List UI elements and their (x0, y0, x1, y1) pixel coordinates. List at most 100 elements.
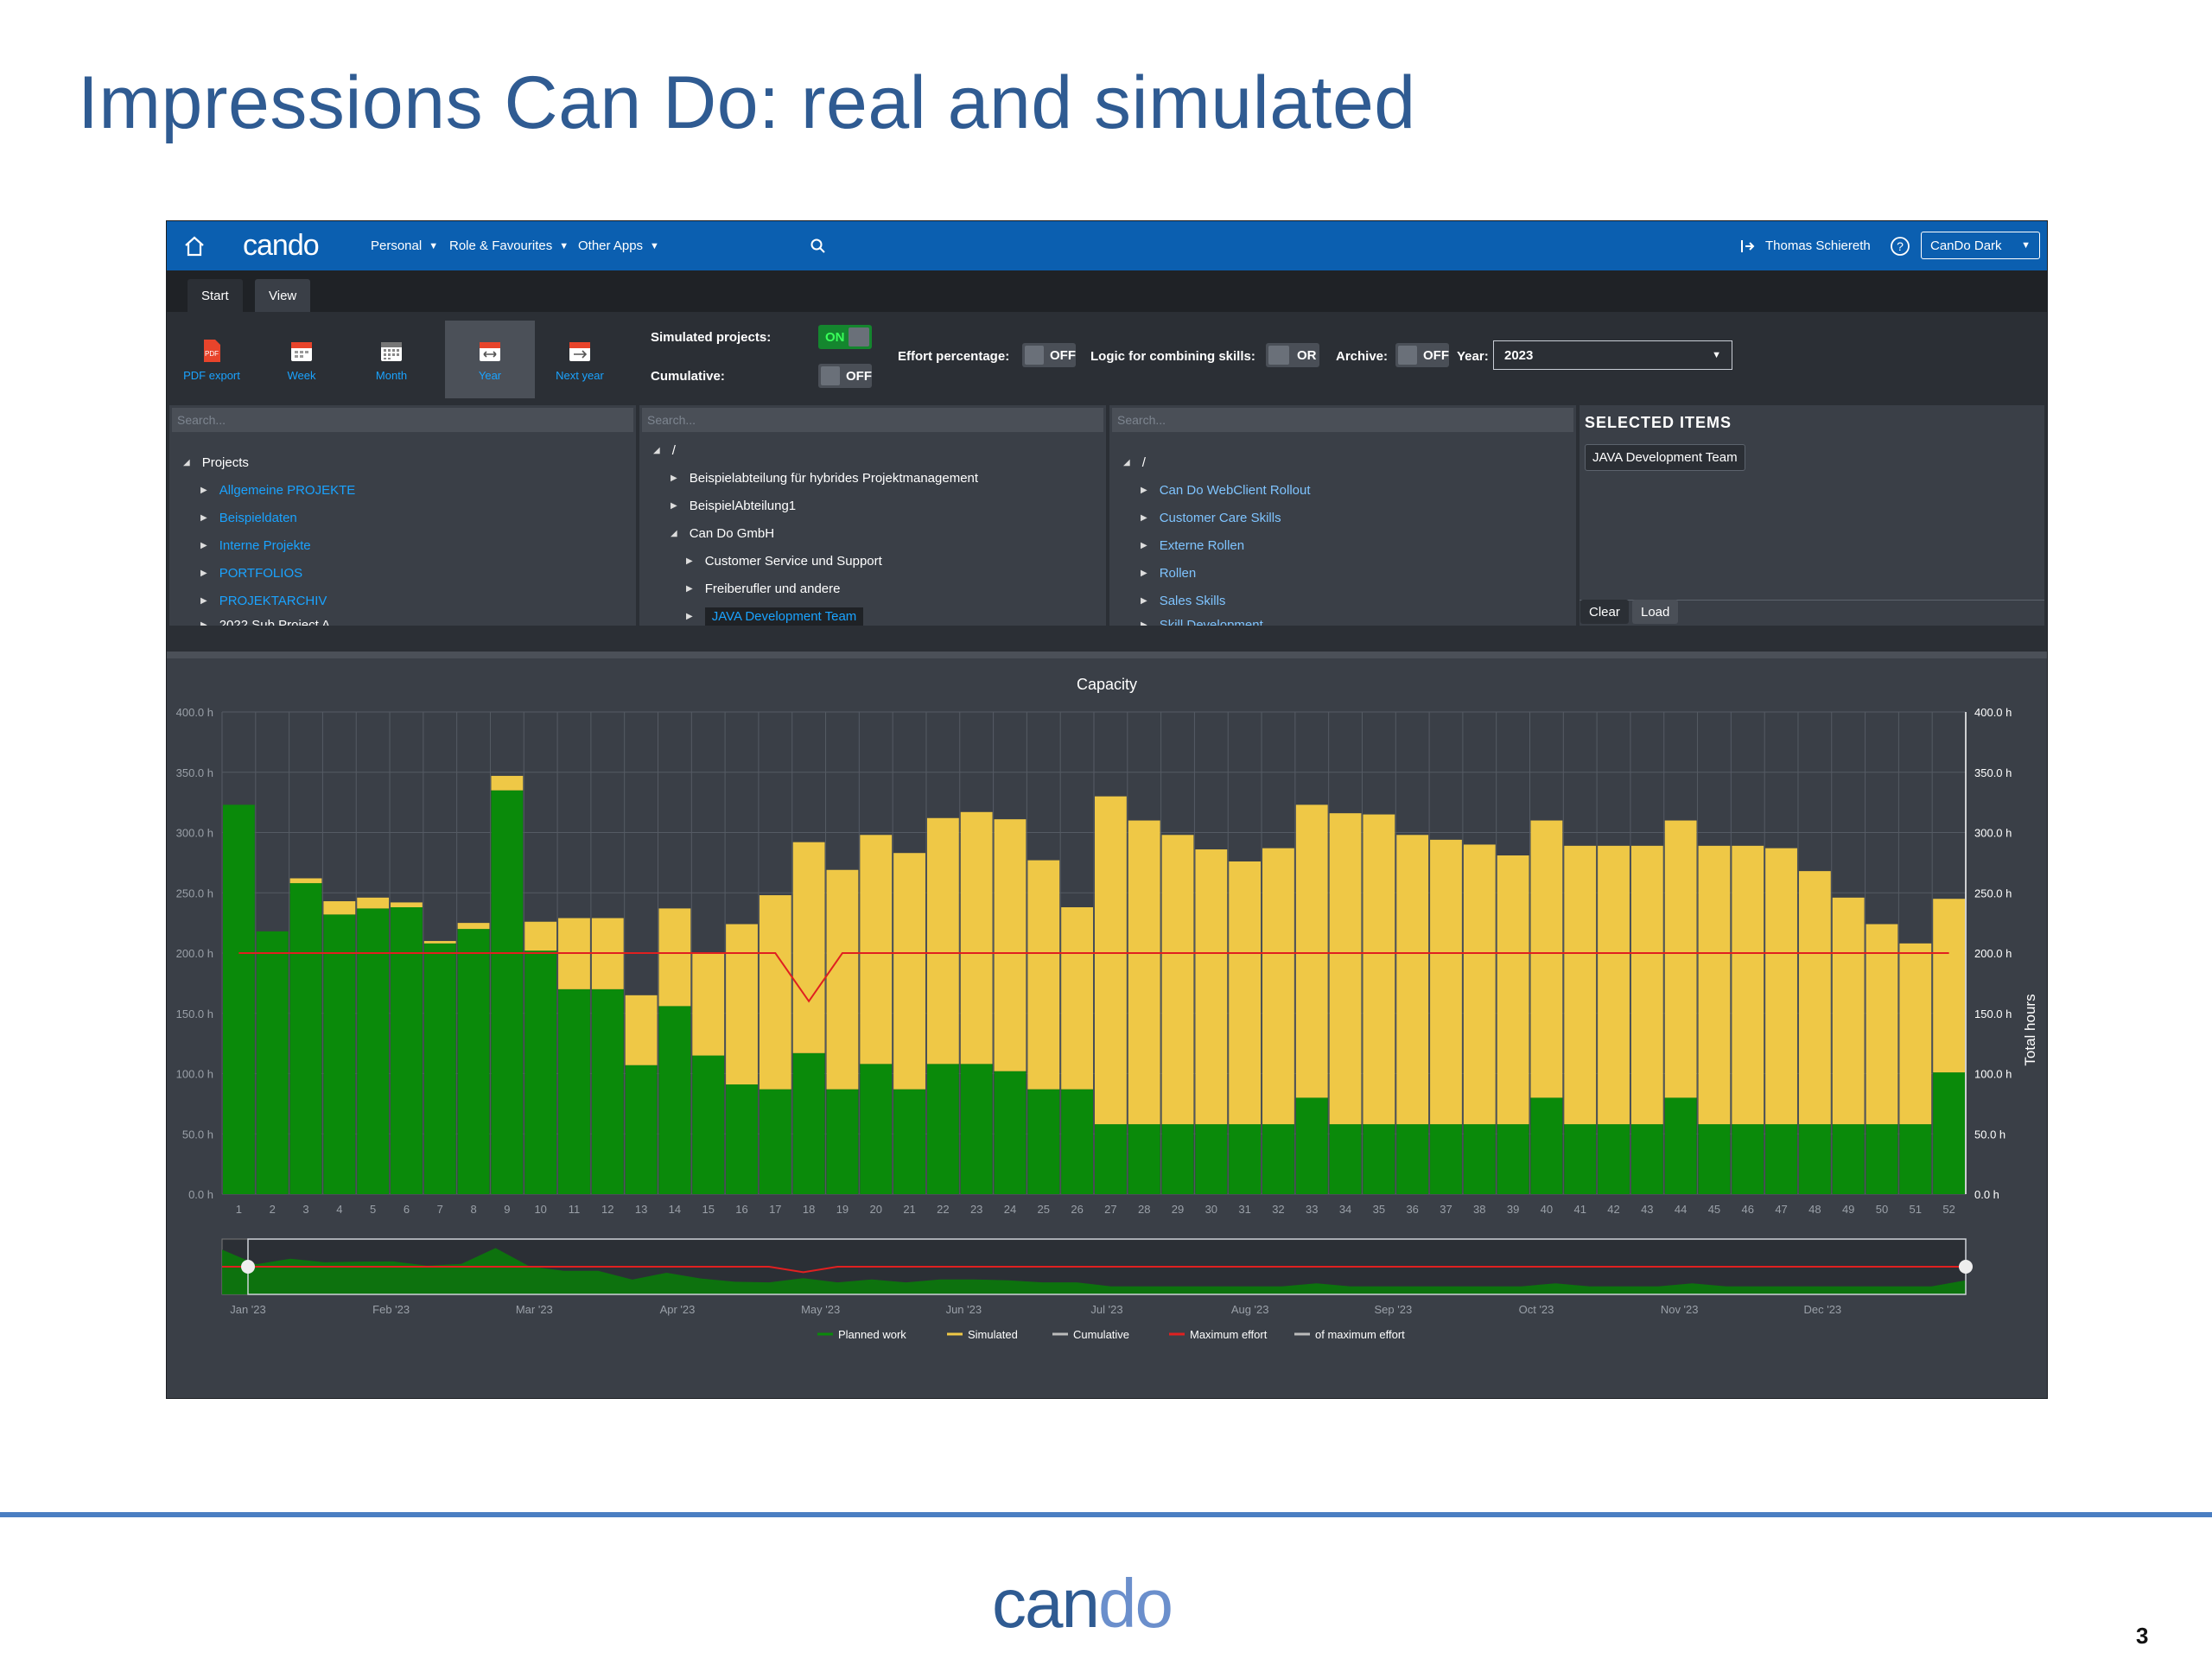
selected-item-chip[interactable]: JAVA Development Team (1585, 444, 1745, 471)
tree-item[interactable]: ▶ Customer Care Skills (1141, 511, 1281, 525)
home-icon[interactable] (182, 221, 207, 270)
tree-item[interactable]: ▶ Rollen (1141, 566, 1196, 581)
logic-skills-toggle[interactable]: OR (1266, 343, 1319, 367)
skills-search-input[interactable]: Search... (1112, 408, 1573, 432)
x-tick-label: 49 (1842, 1203, 1854, 1216)
tree-item-selected[interactable]: ▶ JAVA Development Team (686, 607, 864, 626)
projects-search-input[interactable]: Search... (172, 408, 633, 432)
tree-item[interactable]: ▶ Customer Service und Support (686, 554, 882, 569)
tree-item[interactable]: ▶ Externe Rollen (1141, 538, 1244, 553)
chevron-down-icon: ▼ (1712, 350, 1721, 360)
menu-personal[interactable]: Personal ▼ (371, 221, 438, 270)
bar-planned-week-18 (792, 1052, 825, 1194)
app-logo[interactable]: cando (243, 229, 320, 262)
bar-simulated-week-35 (1363, 814, 1395, 1125)
tree-item[interactable]: ▶ Freiberufler und andere (686, 582, 840, 596)
help-icon[interactable]: ? (1890, 221, 1910, 270)
theme-select[interactable]: CanDo Dark ▼ (1921, 232, 2040, 259)
bar-planned-week-45 (1698, 1124, 1731, 1194)
cumulative-toggle[interactable]: OFF (818, 364, 872, 388)
user-name[interactable]: Thomas Schiereth (1765, 238, 1871, 253)
bar-simulated-week-46 (1732, 845, 1764, 1125)
bar-planned-week-51 (1899, 1124, 1932, 1194)
tree-item[interactable]: ▶ Skill Development (1141, 618, 1263, 626)
tree-item-label: Beispielabteilung für hybrides Projektma… (689, 471, 979, 486)
next-year-button[interactable]: Next year (535, 321, 625, 398)
bar-planned-week-34 (1329, 1124, 1362, 1194)
y-tick-label-right: 150.0 h (1974, 1007, 2012, 1020)
load-button[interactable]: Load (1632, 600, 1679, 624)
simulated-projects-toggle[interactable]: ON (818, 325, 872, 349)
collapsed-icon: ▶ (1141, 513, 1147, 523)
bar-simulated-week-14 (658, 908, 691, 1007)
collapsed-icon: ▶ (1141, 620, 1147, 626)
chart-bars (223, 775, 1965, 1194)
search-icon[interactable] (810, 221, 827, 270)
pdf-icon: PDF (204, 339, 220, 362)
y-tick-label-left: 0.0 h (188, 1188, 213, 1201)
footer-logo-part-1: can (992, 1565, 1100, 1642)
bar-simulated-week-5 (357, 897, 390, 909)
bar-simulated-week-37 (1430, 839, 1462, 1125)
toggle-knob (849, 327, 869, 346)
bar-planned-week-10 (524, 950, 557, 1194)
org-search-input[interactable]: Search... (642, 408, 1103, 432)
navigator-handle-left[interactable] (241, 1260, 255, 1274)
x-tick-label: 48 (1808, 1203, 1821, 1216)
week-button[interactable]: Week (257, 321, 346, 398)
tree-root-label: / (671, 443, 676, 458)
menu-role-favourites[interactable]: Role & Favourites ▼ (449, 221, 569, 270)
logout-icon[interactable] (1739, 221, 1757, 270)
archive-toggle[interactable]: OFF (1395, 343, 1449, 367)
tree-item[interactable]: ▶ 2022 Sub Project A (200, 618, 330, 626)
tab-start[interactable]: Start (188, 279, 243, 312)
chevron-down-icon: ▼ (650, 240, 659, 251)
x-tick-label: 50 (1876, 1203, 1888, 1216)
x-tick-label: 33 (1306, 1203, 1318, 1216)
bar-simulated-week-16 (726, 924, 758, 1085)
tree-root[interactable]: ◢ / (1123, 455, 1146, 470)
tree-item-label: Can Do WebClient Rollout (1159, 483, 1311, 498)
panel-splitter[interactable] (167, 652, 2047, 658)
menu-other-apps[interactable]: Other Apps ▼ (578, 221, 659, 270)
year-button[interactable]: Year (445, 321, 535, 398)
footer-logo: cando (992, 1564, 1173, 1643)
org-panel: Search... ◢ / ▶ Beispielabteilung für hybr… (639, 405, 1106, 626)
pdf-export-button[interactable]: PDF PDF export (167, 321, 257, 398)
tree-item[interactable]: ▶ PROJEKTARCHIV (200, 594, 327, 608)
menu-personal-label: Personal (371, 238, 423, 253)
tree-item[interactable]: ◢ Can Do GmbH (671, 526, 774, 541)
svg-text:PDF: PDF (205, 350, 219, 358)
tab-view[interactable]: View (255, 279, 311, 312)
chart-navigator[interactable]: Jan '23 Feb '23 Mar '23 Apr '23 May '23 Jun '… (221, 1238, 1973, 1316)
effort-percentage-toggle[interactable]: OFF (1022, 343, 1076, 367)
bar-simulated-week-25 (1027, 860, 1060, 1090)
tree-root[interactable]: ◢ / (653, 443, 676, 458)
y-tick-label-left: 350.0 h (176, 766, 213, 779)
month-button[interactable]: Month (346, 321, 436, 398)
bar-planned-week-40 (1530, 1097, 1563, 1194)
tree-item[interactable]: ▶ Allgemeine PROJEKTE (200, 483, 355, 498)
tree-item[interactable]: ▶ Interne Projekte (200, 538, 311, 553)
year-select[interactable]: 2023 ▼ (1493, 340, 1732, 370)
tree-item[interactable]: ▶ PORTFOLIOS (200, 566, 302, 581)
tree-item[interactable]: ▶ Beispielabteilung für hybrides Projektm… (671, 471, 978, 486)
tree-item[interactable]: ▶ Can Do WebClient Rollout (1141, 483, 1311, 498)
bar-planned-week-16 (726, 1084, 758, 1194)
tree-item[interactable]: ▶ Sales Skills (1141, 594, 1225, 608)
x-tick-label: 17 (769, 1203, 781, 1216)
bar-simulated-week-24 (994, 819, 1027, 1071)
tree-root-projects[interactable]: ◢ Projects (183, 455, 249, 470)
tree-item-label: Rollen (1159, 566, 1197, 581)
navigator-handle-right[interactable] (1959, 1260, 1973, 1274)
clear-button[interactable]: Clear (1580, 600, 1629, 624)
bar-simulated-week-9 (491, 775, 524, 791)
expanded-icon: ◢ (183, 458, 190, 467)
bar-planned-week-48 (1798, 1124, 1831, 1194)
tree-item[interactable]: ▶ BeispielAbteilung1 (671, 499, 796, 513)
pdf-export-label: PDF export (183, 368, 240, 382)
tree-item[interactable]: ▶ Beispieldaten (200, 511, 297, 525)
year-label-text: Year: (1457, 349, 1489, 364)
navigator-month-label: Nov '23 (1661, 1303, 1699, 1316)
calendar-next-icon (569, 341, 590, 361)
